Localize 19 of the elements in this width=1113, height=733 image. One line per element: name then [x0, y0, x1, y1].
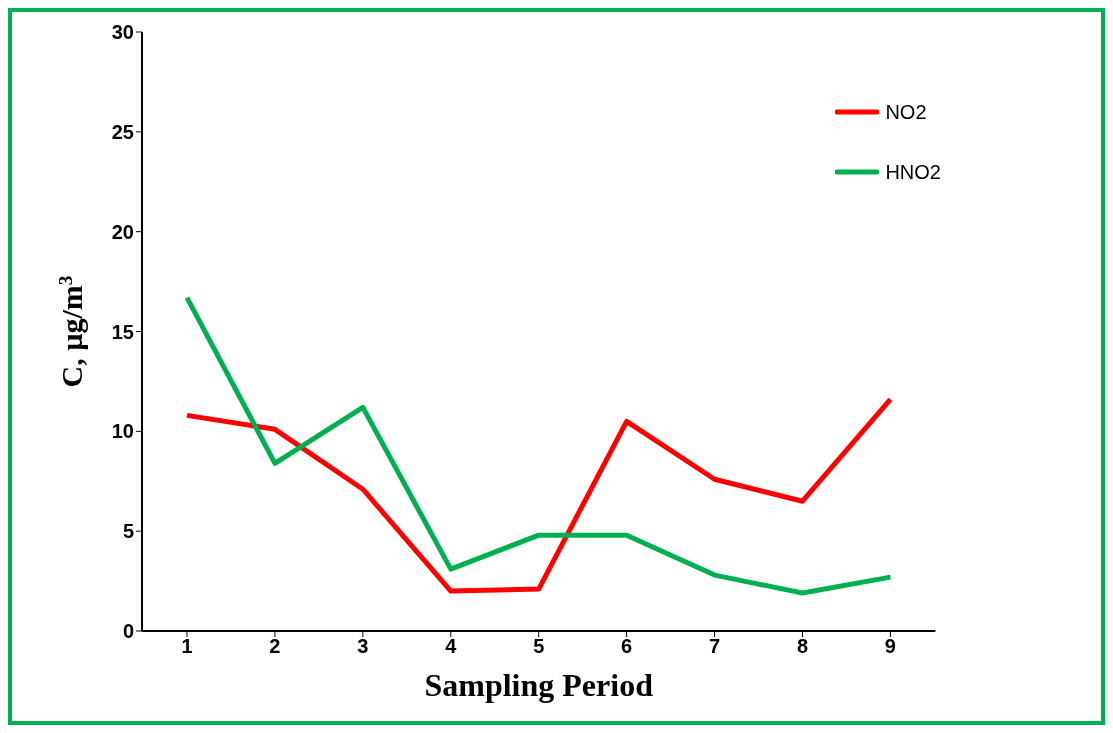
y-tick-label: 30	[111, 21, 134, 44]
x-tick-label: 7	[709, 635, 721, 658]
x-tick-label: 4	[445, 635, 458, 658]
x-tick-label: 2	[269, 635, 281, 658]
y-tick-label: 0	[122, 620, 134, 643]
y-tick-label: 5	[122, 520, 134, 543]
x-axis-title: Sampling Period	[424, 667, 654, 703]
y-tick-label: 20	[111, 220, 134, 243]
y-tick-label: 10	[111, 420, 134, 443]
x-tick-label: 3	[357, 635, 369, 658]
y-tick-label: 15	[111, 320, 134, 343]
x-tick-label: 1	[181, 635, 193, 658]
y-tick-label: 25	[111, 120, 134, 143]
x-tick-label: 8	[796, 635, 809, 658]
x-tick-label: 5	[533, 635, 545, 658]
legend-label: NO2	[885, 100, 927, 125]
x-tick-label: 9	[884, 635, 896, 658]
legend-label: HNO2	[885, 160, 941, 185]
x-tick-label: 6	[621, 635, 633, 658]
